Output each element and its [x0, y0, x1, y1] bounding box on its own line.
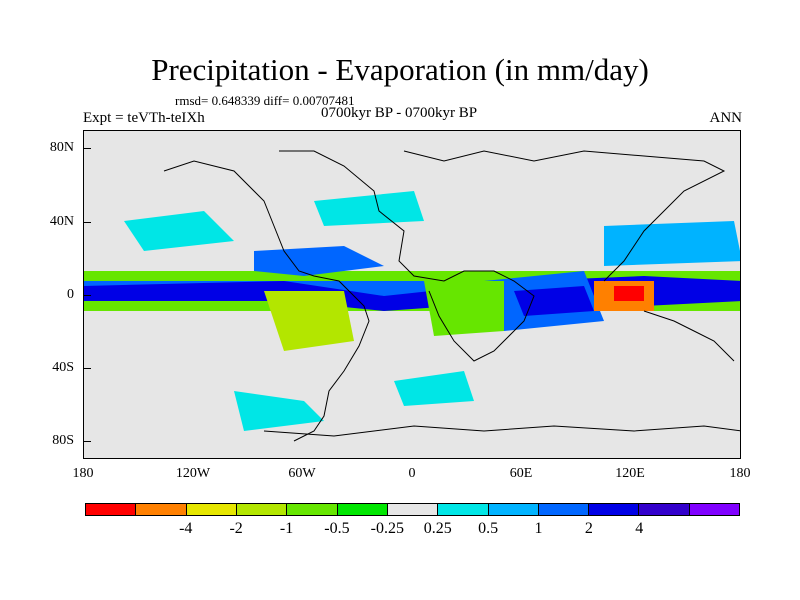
plot-title: Precipitation - Evaporation (in mm/day) — [151, 52, 649, 87]
colorbar-box — [287, 504, 338, 515]
ytick-label: 80S — [52, 433, 74, 448]
colorbar-label: 0.25 — [423, 520, 452, 537]
colorbar-label: 2 — [584, 520, 593, 537]
colorbar-box — [589, 504, 640, 515]
colorbar-box — [337, 504, 388, 515]
season-label: ANN — [709, 110, 743, 126]
experiment-label: Expt = teVTh-teIXh — [83, 110, 205, 126]
xtick-label: 120W — [175, 466, 211, 481]
colorbar-box — [438, 504, 489, 515]
colorbar-box — [488, 504, 539, 515]
colorbar-label: -2 — [229, 520, 243, 537]
field-layer — [84, 191, 740, 431]
colorbar-label: -1 — [279, 520, 294, 537]
colorbar-box — [86, 504, 137, 515]
xtick-label: 60W — [288, 466, 316, 481]
ytick-label: 40S — [52, 360, 74, 375]
precip-evap-map — [84, 150, 740, 442]
xtick-label: 180 — [729, 466, 751, 481]
colorbar-box — [387, 504, 439, 515]
xtick-label: 0 — [408, 466, 416, 481]
ytick-label: 40N — [49, 214, 74, 229]
colorbar-label: -0.5 — [324, 520, 350, 537]
colorbar-label: -4 — [179, 520, 193, 537]
coastlines — [163, 150, 740, 442]
period-label: 0700kyr BP - 0700kyr BP — [321, 105, 478, 121]
stats-label: rmsd= 0.648339 diff= 0.00707481 — [175, 93, 355, 108]
colorbar-box — [639, 504, 690, 515]
xtick-label: 120E — [615, 466, 645, 481]
colorbar-box — [689, 504, 740, 515]
ytick-label: 80N — [49, 140, 74, 155]
xtick-label: 180 — [72, 466, 94, 481]
colorbar-box — [538, 504, 590, 515]
colorbar-box — [186, 504, 237, 515]
ytick-label: 0 — [67, 287, 74, 302]
colorbar-box — [136, 504, 187, 515]
map-panel — [83, 130, 741, 459]
colorbar-label: 1 — [534, 520, 543, 537]
colorbar — [85, 503, 740, 516]
colorbar-box — [236, 504, 288, 515]
colorbar-label: 4 — [635, 520, 644, 537]
xtick-label: 60E — [509, 466, 533, 481]
colorbar-label: -0.25 — [370, 520, 404, 537]
colorbar-label: 0.5 — [478, 520, 499, 537]
